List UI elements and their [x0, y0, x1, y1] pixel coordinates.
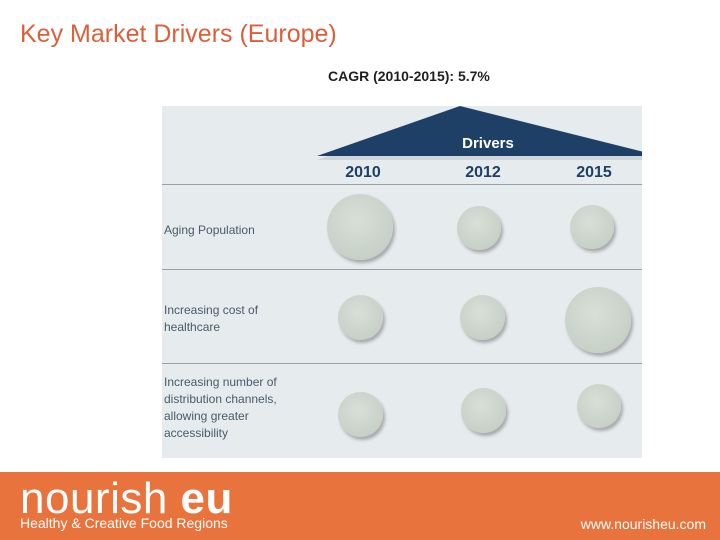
bubble-distribution-2010: [338, 392, 383, 437]
slide-title: Key Market Drivers (Europe): [20, 20, 337, 48]
row-divider: [162, 184, 642, 185]
brand-logo-main: nourish: [20, 474, 168, 523]
driver-label-healthcare-cost: Increasing cost of healthcare: [164, 303, 259, 334]
brand-tagline: Healthy & Creative Food Regions: [20, 515, 228, 531]
drivers-header-shape: [317, 106, 642, 156]
brand-logo: nourish eu: [20, 474, 233, 524]
website-url: www.nourisheu.com: [580, 516, 706, 532]
bubble-distribution-2015: [577, 384, 621, 428]
bubble-aging-2010: [327, 194, 393, 260]
footer-banner: nourish eu Healthy & Creative Food Regio…: [0, 472, 720, 540]
cagr-label: CAGR (2010-2015): 5.7%: [328, 68, 490, 84]
drivers-header-banner: Drivers: [317, 106, 642, 160]
bubble-distribution-2012: [461, 388, 506, 433]
bubble-healthcare-2010: [338, 295, 383, 340]
driver-label-aging-population: Aging Population: [164, 223, 255, 237]
row-divider: [162, 363, 642, 364]
bubble-aging-2012: [457, 206, 501, 250]
year-label-2010: 2010: [345, 164, 381, 181]
brand-logo-suffix: eu: [180, 474, 233, 523]
driver-label-distribution-channels: Increasing number of distribution channe…: [164, 375, 277, 440]
bubble-aging-2015: [570, 205, 614, 249]
drivers-header-text: Drivers: [462, 135, 514, 152]
year-label-2012: 2012: [465, 164, 501, 181]
drivers-panel: Drivers 2010 2012 2015 Aging Population …: [162, 106, 642, 458]
bubble-healthcare-2012: [460, 295, 505, 340]
row-divider: [162, 269, 642, 270]
bubble-healthcare-2015: [565, 287, 631, 353]
year-label-2015: 2015: [576, 164, 612, 181]
